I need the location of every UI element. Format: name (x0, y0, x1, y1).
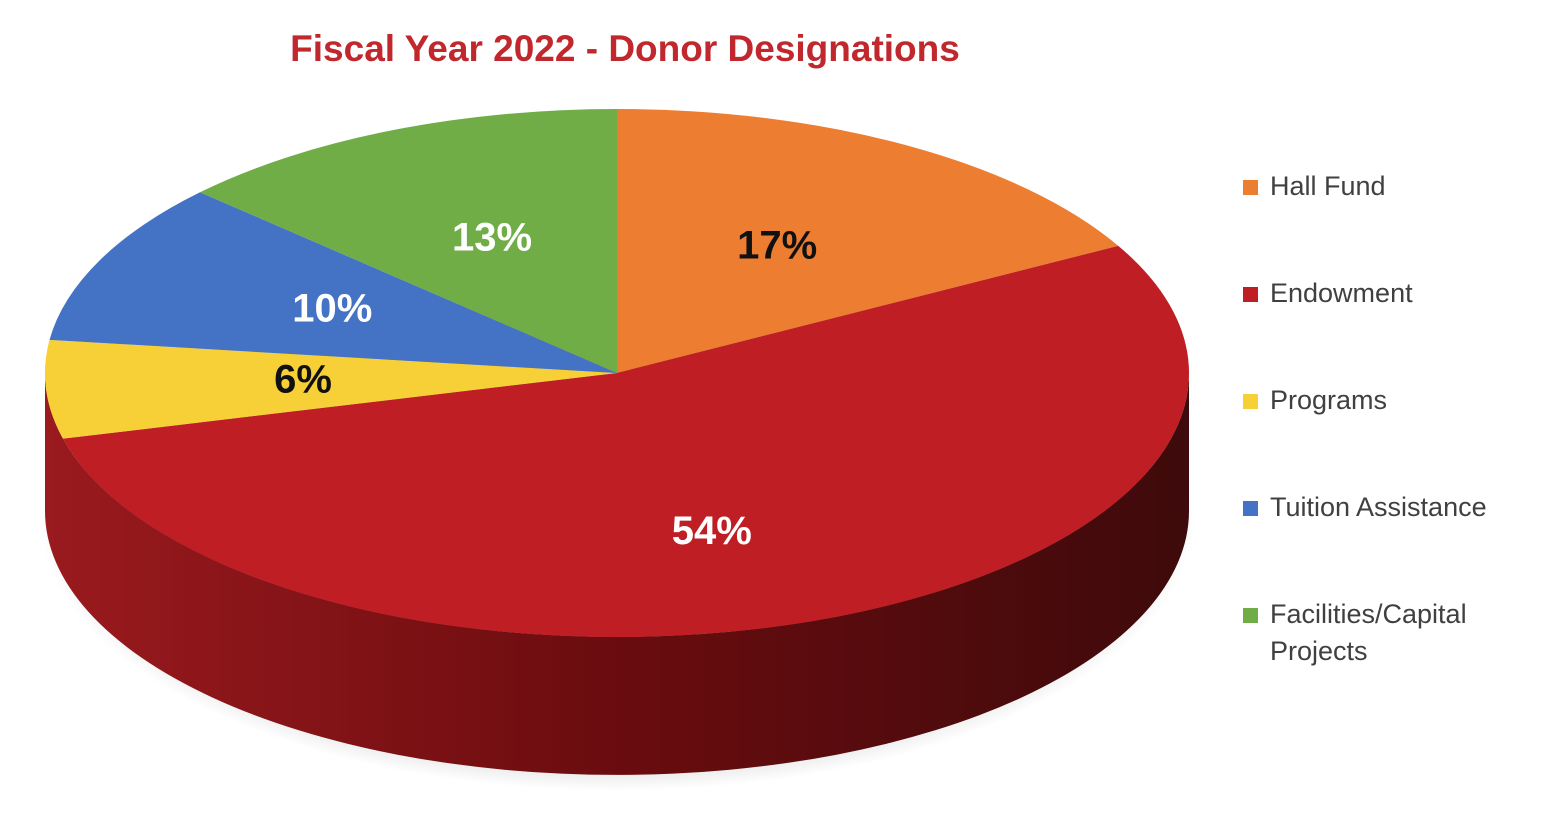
endowment-side-wall (45, 373, 1189, 775)
legend-swatch (1243, 287, 1258, 302)
pie-side-wall (45, 373, 1189, 775)
legend-label: Tuition Assistance (1270, 492, 1487, 522)
legend-item-hall-fund: Hall Fund (1243, 168, 1386, 205)
legend-swatch (1243, 501, 1258, 516)
data-label-tuition-assistance: 10% (292, 287, 372, 331)
legend-swatch (1243, 180, 1258, 195)
chart-title: Fiscal Year 2022 - Donor Designations (290, 28, 960, 69)
data-label-endowment: 54% (672, 509, 752, 553)
pie-slice-endowment (62, 245, 1189, 637)
legend-label: Hall Fund (1270, 171, 1386, 201)
legend-swatch (1243, 394, 1258, 409)
legend-item-programs: Programs (1243, 382, 1387, 419)
legend-label: Programs (1270, 385, 1388, 415)
pie-slice-hall-fund (617, 109, 1119, 373)
pie-slice-programs (45, 339, 617, 439)
data-label-facilities-capital-projects: 13% (452, 215, 532, 259)
legend-item-endowment: Endowment (1243, 275, 1413, 312)
data-label-hall-fund: 17% (737, 224, 817, 268)
legend-item-tuition-assistance: Tuition Assistance (1243, 489, 1487, 526)
legend-swatch (1243, 608, 1258, 623)
pie-slice-tuition-assistance (49, 192, 618, 373)
legend-item-facilities-capital-projects: Facilities/Capital Projects (1243, 596, 1467, 670)
pie-slice-facilities-capital-projects (200, 109, 617, 373)
data-label-programs: 6% (274, 358, 332, 402)
legend-label: Facilities/Capital Projects (1270, 599, 1467, 666)
legend-label: Endowment (1270, 278, 1413, 308)
